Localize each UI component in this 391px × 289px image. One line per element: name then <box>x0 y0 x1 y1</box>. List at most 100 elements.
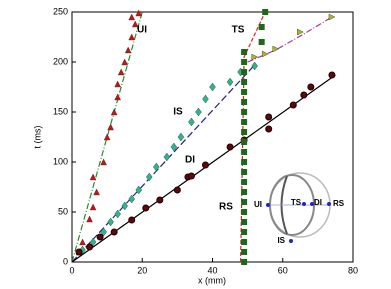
inset-label: RS <box>333 199 345 208</box>
point <box>173 186 181 194</box>
point <box>121 201 128 211</box>
x-tick-label: 80 <box>348 265 358 275</box>
inset-point <box>302 202 306 206</box>
point <box>75 248 83 256</box>
point <box>107 217 114 227</box>
inset-point <box>310 202 314 206</box>
x-tick-label: 0 <box>69 265 74 275</box>
point <box>96 233 104 241</box>
point <box>307 83 315 91</box>
point <box>209 82 216 92</box>
point <box>241 99 248 105</box>
plot-frame <box>71 11 354 263</box>
series-label: IS <box>173 107 183 118</box>
point <box>251 61 258 71</box>
point <box>262 9 269 15</box>
point <box>114 209 121 219</box>
point <box>241 119 248 125</box>
point <box>128 33 136 41</box>
inset-label: IS <box>277 236 285 245</box>
point <box>265 113 273 121</box>
point <box>201 161 209 169</box>
point <box>93 188 100 196</box>
point <box>241 229 248 235</box>
point <box>241 259 248 265</box>
point <box>195 107 202 117</box>
inset-label: TS <box>291 198 302 207</box>
point <box>131 20 139 28</box>
inset-point <box>289 239 293 243</box>
point <box>261 50 269 58</box>
point <box>241 129 248 135</box>
point <box>226 143 234 151</box>
x-tick-label: 20 <box>137 265 147 275</box>
point <box>110 108 118 116</box>
point <box>272 45 280 53</box>
point <box>86 243 94 251</box>
point <box>135 9 143 17</box>
point <box>89 237 97 247</box>
fit-line <box>71 64 256 263</box>
inset-point <box>266 203 270 207</box>
point <box>241 239 248 245</box>
point <box>177 132 185 142</box>
point <box>128 194 135 204</box>
point <box>241 89 248 95</box>
point <box>241 249 248 255</box>
inset-diagram: UI TS DI RS IS <box>254 172 345 245</box>
point <box>156 196 164 204</box>
point <box>79 238 86 246</box>
point <box>103 133 111 141</box>
point <box>265 125 273 133</box>
point <box>117 68 125 76</box>
point <box>241 189 248 195</box>
point <box>241 109 248 115</box>
point <box>241 139 248 145</box>
point <box>188 117 195 127</box>
point <box>241 49 248 55</box>
y-tick-label: 100 <box>53 156 68 166</box>
point <box>202 94 209 104</box>
point <box>241 79 248 85</box>
point <box>107 123 114 131</box>
point <box>241 149 248 155</box>
y-tick-label: 50 <box>58 206 68 216</box>
y-tick-label: 250 <box>53 6 68 16</box>
point <box>328 71 336 79</box>
point <box>163 152 171 162</box>
point <box>142 204 150 212</box>
y-axis-label: t (ms) <box>32 126 42 149</box>
series-label: DI <box>185 155 195 166</box>
y-tick-label: 150 <box>53 106 68 116</box>
point <box>114 93 121 101</box>
point <box>297 28 304 36</box>
series-label: TS <box>232 25 245 36</box>
point <box>241 219 248 225</box>
point <box>241 179 248 185</box>
point <box>89 173 97 181</box>
point <box>241 209 248 215</box>
point <box>153 162 160 172</box>
point <box>258 39 265 45</box>
y-tick-label: 0 <box>63 256 68 266</box>
inset-label: DI <box>314 198 322 207</box>
point <box>114 80 121 88</box>
point <box>100 158 107 166</box>
point <box>258 24 265 30</box>
point <box>226 77 234 87</box>
x-tick-label: 40 <box>207 265 217 275</box>
point <box>110 228 118 236</box>
series-label: RS <box>219 202 233 213</box>
series-label: UI <box>137 25 147 36</box>
point <box>241 199 248 205</box>
point <box>328 13 336 21</box>
point <box>241 59 248 65</box>
point <box>241 69 248 75</box>
point <box>100 227 107 237</box>
point <box>128 216 136 224</box>
point <box>241 159 248 165</box>
point <box>146 172 153 182</box>
y-tick-label: 200 <box>53 56 68 66</box>
inset-point <box>327 202 331 206</box>
inset-label: UI <box>254 200 262 209</box>
